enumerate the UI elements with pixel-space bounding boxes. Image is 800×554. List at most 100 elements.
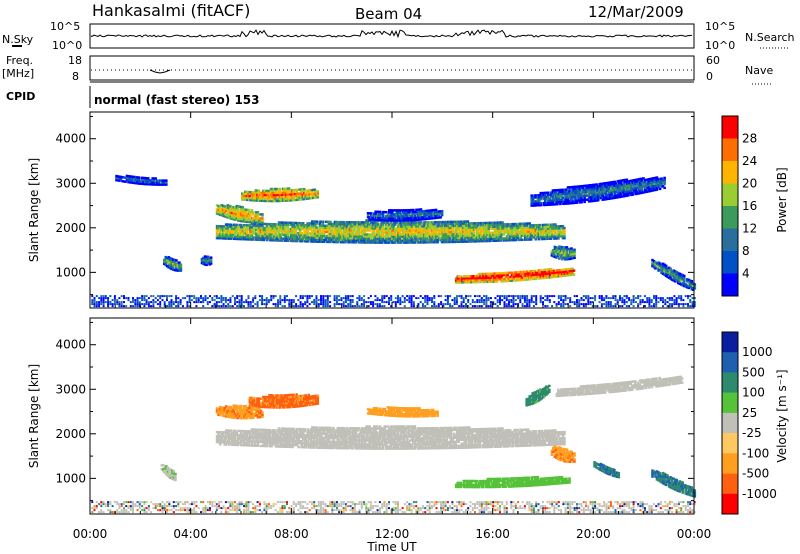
echo-cell [369,239,373,242]
echo-cell [253,199,256,202]
echo-cell [222,303,225,306]
echo-cell [548,231,551,234]
echo-cell [247,212,251,216]
echo-cell [221,237,225,240]
echo-cell [514,236,518,240]
echo-cell [282,223,285,226]
echo-cell [250,221,254,224]
echo-cell [471,238,474,241]
echo-cell [476,295,479,298]
echo-cell [247,220,251,224]
echo-cell [241,192,244,195]
echo-cell [571,197,574,201]
echo-cell [580,201,583,204]
echo-cell [529,224,533,227]
echo-cell [537,232,541,235]
echo-cell [565,194,568,197]
echo-cell [484,239,488,243]
echo-cell [95,295,98,298]
echo-cell [369,227,373,230]
echo-cell [310,190,314,194]
echo-cell [643,188,647,192]
echo-cell [452,224,456,228]
echo-cell [320,220,323,223]
echo-cell [260,193,264,196]
echo-cell [374,227,377,230]
echo-cell [558,257,561,260]
echo-cell [294,229,297,233]
echo-cell [237,209,240,212]
echo-cell [258,295,261,298]
echo-cell [406,221,409,224]
echo-cell [542,274,546,278]
echo-cell [448,228,451,232]
echo-cell [267,226,270,230]
echo-cell [255,221,258,224]
echo-cell [605,195,609,199]
echo-cell [257,197,261,200]
echo-cell [455,226,459,229]
echo-cell [381,212,385,216]
echo-cell [446,303,449,306]
echo-cell [618,183,621,187]
echo-cell [231,305,234,308]
echo-cell [324,228,328,231]
echo-cell [377,229,380,232]
echo-cell [593,183,597,186]
echo-cell [557,188,561,192]
echo-cell [525,236,528,239]
echo-cell [318,232,322,235]
echo-cell [556,201,559,204]
echo-cell [563,188,567,191]
echo-cell [434,227,438,230]
echo-cell [215,297,218,300]
echo-cell [306,222,309,225]
echo-cell [241,212,245,215]
echo-cell [431,233,435,236]
echo-cell [425,233,429,236]
echo-cell [462,301,465,304]
echo-cell [648,190,651,193]
echo-cell [372,301,375,304]
echo-cell [615,182,618,185]
echo-cell [152,305,155,308]
echo-cell [197,299,200,302]
echo-cell [595,197,598,200]
echo-cell [655,178,659,181]
echo-cell [290,191,294,194]
echo-cell [490,233,494,237]
echo-cell [375,210,379,213]
echo-cell [120,301,123,304]
echo-cell [418,241,421,244]
echo-cell [152,183,156,186]
echo-cell [240,209,243,213]
echo-cell [628,191,632,195]
echo-cell [258,217,261,220]
echo-cell [291,221,294,225]
echo-cell [542,193,546,197]
echo-cell [326,305,329,308]
echo-cell [434,241,438,244]
echo-cell [508,237,512,240]
echo-cell [462,240,465,243]
echo-cell [673,272,677,275]
echo-cell [496,237,500,240]
echo-cell [409,239,412,242]
echo-cell [500,274,503,277]
echo-cell [93,297,96,300]
echo-cell [215,210,219,213]
echo-cell [480,240,483,243]
echo-cell [162,179,165,182]
echo-cell [220,299,223,302]
echo-cell [466,232,470,235]
echo-cell [481,235,485,239]
echo-cell [428,209,432,212]
echo-cell [345,221,349,224]
echo-cell [258,299,261,302]
echo-cell [289,223,293,227]
echo-cell [645,188,648,191]
echo-cell [586,190,589,193]
echo-cell [618,179,621,183]
echo-cell [372,233,376,236]
echo-cell [460,220,464,223]
